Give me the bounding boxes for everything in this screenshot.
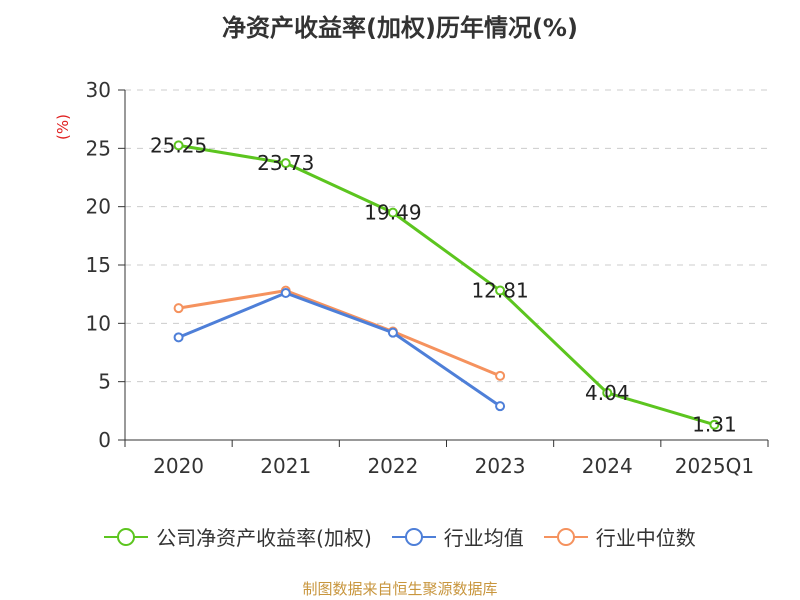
legend-label-company: 公司净资产收益率(加权) xyxy=(156,526,372,550)
data-point xyxy=(280,158,291,169)
y-tick-label: 25 xyxy=(86,136,111,160)
x-tick-label: 2023 xyxy=(475,454,526,478)
series-line xyxy=(178,289,501,378)
y-tick-label: 0 xyxy=(98,428,111,452)
data-label: 25.25 xyxy=(150,133,207,157)
y-tick-label: 30 xyxy=(86,78,111,102)
legend-item-industry-median[interactable]: 行业中位数 xyxy=(543,522,696,551)
legend-item-company[interactable]: 公司净资产收益率(加权) xyxy=(104,522,372,551)
legend-label-industry-median: 行业中位数 xyxy=(595,526,696,550)
x-tick-label: 2024 xyxy=(582,454,633,478)
legend-label-industry-mean: 行业均值 xyxy=(443,526,524,550)
legend-marker-company xyxy=(104,527,149,546)
source-footer: 制图数据来自恒生聚源数据库 xyxy=(302,580,498,598)
x-tick-label: 2025Q1 xyxy=(675,454,754,478)
data-point xyxy=(602,387,613,398)
data-label: 1.31 xyxy=(692,413,737,437)
legend-item-industry-mean[interactable]: 行业均值 xyxy=(391,522,524,551)
data-point xyxy=(173,332,184,343)
legend: 公司净资产收益率(加权) 行业均值 行业中位数 xyxy=(0,522,800,551)
y-tick-label: 20 xyxy=(86,195,111,219)
data-label: 19.49 xyxy=(364,201,421,225)
series-line xyxy=(178,291,501,408)
data-point xyxy=(495,401,506,412)
series-line xyxy=(178,143,715,427)
data-point xyxy=(173,140,184,151)
y-tick-label: 5 xyxy=(98,370,111,394)
y-tick-label: 15 xyxy=(86,253,111,277)
data-point xyxy=(709,419,720,430)
legend-marker-industry-mean xyxy=(391,527,436,546)
chart-title: 净资产收益率(加权)历年情况(%) xyxy=(222,14,578,42)
data-point xyxy=(387,207,398,218)
legend-marker-industry-median xyxy=(543,527,588,546)
data-label: 4.04 xyxy=(585,381,630,405)
y-tick-label: 10 xyxy=(86,311,111,335)
data-point xyxy=(495,285,506,296)
data-point xyxy=(173,303,184,314)
x-tick-label: 2020 xyxy=(153,454,204,478)
data-label: 12.81 xyxy=(471,279,528,303)
y-axis-label: (%) xyxy=(54,114,72,140)
data-point xyxy=(280,288,291,298)
data-point xyxy=(495,370,506,381)
x-tick-label: 2022 xyxy=(367,454,418,478)
data-label: 23.73 xyxy=(257,151,314,175)
x-tick-label: 2021 xyxy=(260,454,311,478)
data-point xyxy=(387,327,398,338)
